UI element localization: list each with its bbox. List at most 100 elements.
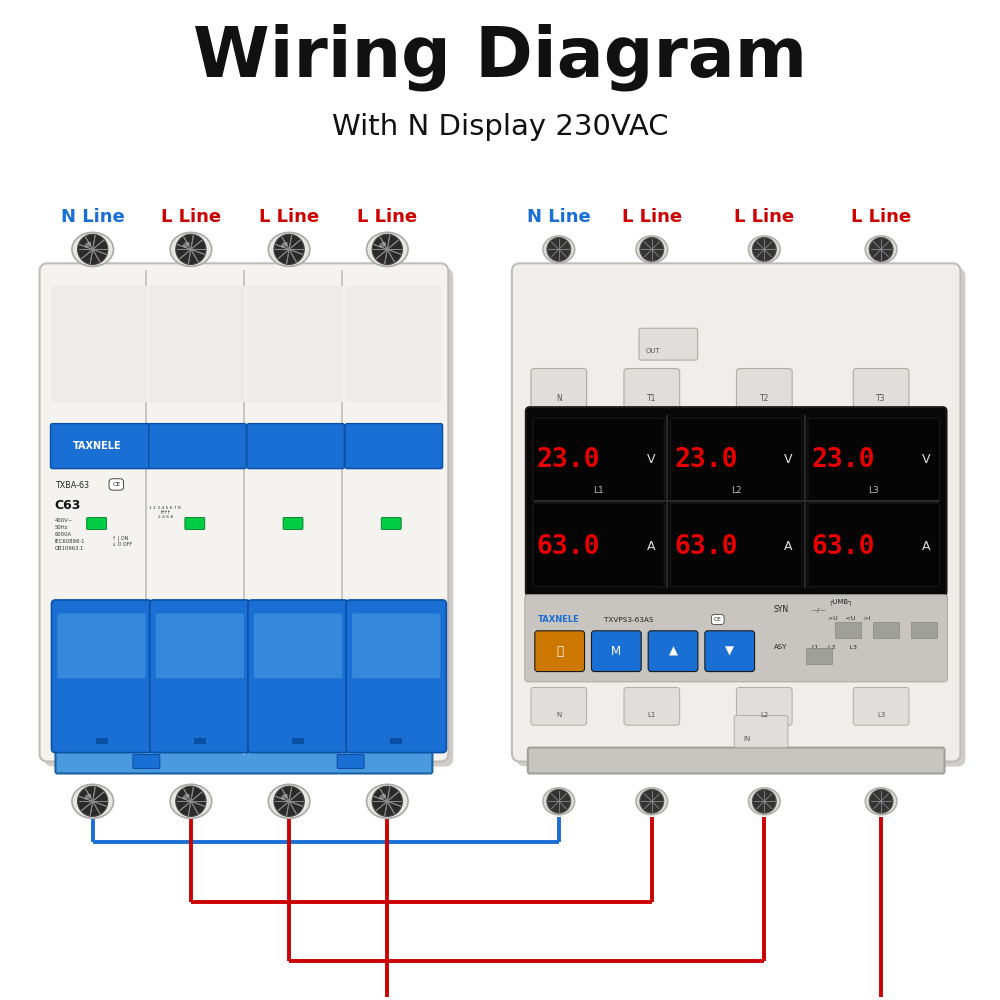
Bar <box>835 622 861 638</box>
FancyBboxPatch shape <box>591 631 641 672</box>
Circle shape <box>78 234 108 265</box>
Ellipse shape <box>84 242 91 247</box>
FancyBboxPatch shape <box>345 424 443 469</box>
FancyBboxPatch shape <box>40 263 448 762</box>
Text: CE: CE <box>714 617 722 622</box>
FancyBboxPatch shape <box>52 600 152 753</box>
Ellipse shape <box>183 242 190 247</box>
Text: M: M <box>611 645 621 658</box>
FancyBboxPatch shape <box>517 268 965 767</box>
Ellipse shape <box>636 236 668 263</box>
Text: C63: C63 <box>54 499 81 512</box>
Text: T1: T1 <box>647 394 657 403</box>
FancyBboxPatch shape <box>149 424 246 469</box>
Text: L Line: L Line <box>259 208 319 226</box>
Ellipse shape <box>543 236 575 263</box>
FancyBboxPatch shape <box>533 503 664 587</box>
Circle shape <box>752 789 776 813</box>
FancyBboxPatch shape <box>808 418 940 502</box>
Text: L Line: L Line <box>734 208 794 226</box>
FancyBboxPatch shape <box>254 614 342 678</box>
Ellipse shape <box>281 794 288 799</box>
Text: TXBA-63: TXBA-63 <box>55 481 89 490</box>
FancyBboxPatch shape <box>248 600 348 753</box>
FancyBboxPatch shape <box>247 424 344 469</box>
FancyBboxPatch shape <box>57 614 146 678</box>
Ellipse shape <box>72 232 113 266</box>
Text: ↑ | ON
↓ O OFF: ↑ | ON ↓ O OFF <box>112 535 132 547</box>
Text: OUT: OUT <box>645 348 660 354</box>
Text: >U    <U    >I: >U <U >I <box>828 616 871 621</box>
Text: A: A <box>922 540 930 553</box>
Text: L Line: L Line <box>622 208 682 226</box>
FancyBboxPatch shape <box>45 268 453 767</box>
Bar <box>247 286 343 402</box>
Circle shape <box>372 234 402 265</box>
FancyBboxPatch shape <box>381 518 401 529</box>
FancyBboxPatch shape <box>55 748 432 773</box>
Text: 400V~
50Hz
6000A
IEC60898-1
GB10963.1: 400V~ 50Hz 6000A IEC60898-1 GB10963.1 <box>54 518 85 551</box>
Ellipse shape <box>170 232 212 266</box>
Bar <box>873 622 899 638</box>
Bar <box>806 648 832 664</box>
Bar <box>51 286 147 402</box>
FancyBboxPatch shape <box>87 518 107 529</box>
Bar <box>390 738 402 744</box>
Text: N Line: N Line <box>527 208 591 226</box>
Ellipse shape <box>379 242 386 247</box>
Text: L2: L2 <box>760 712 768 718</box>
Text: 63.0: 63.0 <box>537 534 600 560</box>
Ellipse shape <box>865 788 897 815</box>
Circle shape <box>869 789 893 813</box>
Ellipse shape <box>84 794 91 799</box>
FancyBboxPatch shape <box>624 369 680 409</box>
Circle shape <box>274 786 304 816</box>
Text: A: A <box>647 540 655 553</box>
Text: ┌UMB┐: ┌UMB┐ <box>828 598 853 605</box>
FancyBboxPatch shape <box>736 369 792 409</box>
Ellipse shape <box>748 788 780 815</box>
FancyBboxPatch shape <box>185 518 205 529</box>
Text: With N Display 230VAC: With N Display 230VAC <box>332 113 668 141</box>
Circle shape <box>176 786 206 816</box>
FancyBboxPatch shape <box>512 263 960 762</box>
Text: L2: L2 <box>731 486 741 495</box>
Text: ▼: ▼ <box>725 645 734 658</box>
Ellipse shape <box>379 794 386 799</box>
FancyBboxPatch shape <box>150 600 250 753</box>
Text: N: N <box>556 394 562 403</box>
Bar <box>911 622 937 638</box>
Ellipse shape <box>865 236 897 263</box>
Circle shape <box>547 237 571 261</box>
FancyBboxPatch shape <box>705 631 755 672</box>
Circle shape <box>274 234 304 265</box>
Bar <box>345 286 441 402</box>
FancyBboxPatch shape <box>736 687 792 725</box>
Text: L3: L3 <box>868 486 879 495</box>
Text: ▲: ▲ <box>669 645 678 658</box>
Text: TXVPS3-63AS: TXVPS3-63AS <box>604 617 654 623</box>
Ellipse shape <box>170 784 212 818</box>
Circle shape <box>176 234 206 265</box>
Text: SYN: SYN <box>773 605 789 614</box>
Ellipse shape <box>367 232 408 266</box>
Text: ASY: ASY <box>773 644 787 650</box>
Ellipse shape <box>543 788 575 815</box>
Text: 1 1 3 4 5 6 7 8
╒╒╒╒
2 4 6 8: 1 1 3 4 5 6 7 8 ╒╒╒╒ 2 4 6 8 <box>149 506 181 519</box>
FancyBboxPatch shape <box>648 631 698 672</box>
Text: CE: CE <box>112 482 120 487</box>
FancyBboxPatch shape <box>337 755 364 768</box>
Ellipse shape <box>281 242 288 247</box>
Text: Wiring Diagram: Wiring Diagram <box>193 24 807 91</box>
Text: N Line: N Line <box>61 208 125 226</box>
FancyBboxPatch shape <box>528 748 945 773</box>
Circle shape <box>752 237 776 261</box>
Ellipse shape <box>183 794 190 799</box>
Text: 23.0: 23.0 <box>537 447 600 473</box>
Text: TAXNELE: TAXNELE <box>73 441 122 451</box>
Text: L1: L1 <box>593 486 604 495</box>
FancyBboxPatch shape <box>670 418 802 502</box>
Ellipse shape <box>636 788 668 815</box>
Text: L Line: L Line <box>851 208 911 226</box>
FancyBboxPatch shape <box>734 716 788 747</box>
